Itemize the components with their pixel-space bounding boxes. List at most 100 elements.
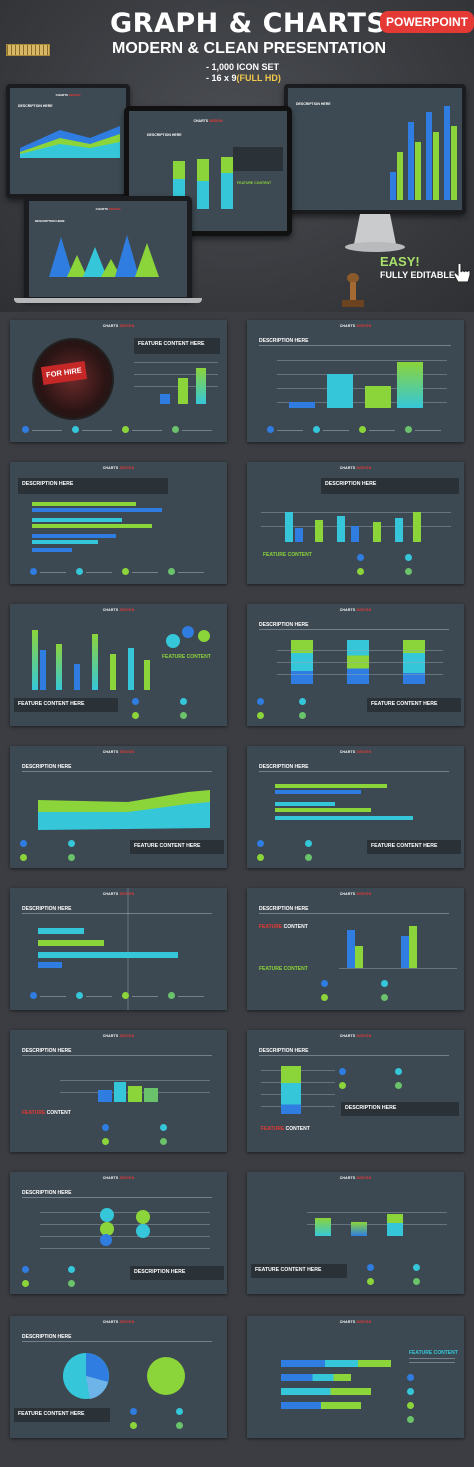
slide-label: FEATURE CONTENT	[259, 924, 308, 930]
text-span: DESIGN	[356, 1176, 372, 1180]
slide-label: DESCRIPTION HERE	[259, 622, 309, 628]
chart-bar	[38, 928, 84, 934]
laptop: CHARTS DESIGN DESCRIPTION HERE	[24, 196, 192, 300]
chart-bar	[409, 926, 417, 968]
text-span: DESIGN	[209, 119, 223, 123]
placeholder-text-line	[132, 572, 158, 573]
slide-pie-charts: CHARTS DESIGN DESCRIPTION HERE FEATURE C…	[10, 1316, 227, 1438]
bullet-icon	[136, 1210, 150, 1224]
grid-line	[277, 360, 447, 361]
placeholder-text-line	[259, 1055, 449, 1056]
chart-bar	[351, 526, 359, 542]
laptop-base	[14, 298, 202, 303]
text-span: CHARTS	[339, 1176, 356, 1180]
text-span: CHARTS	[95, 207, 109, 211]
grid-line	[277, 650, 443, 651]
column-chart-graphic	[390, 106, 457, 200]
slide-grouped-columns: CHARTS DESIGN DESCRIPTION HERE FEATURE C…	[247, 462, 464, 584]
bullet-icon	[405, 554, 412, 561]
left-monitor-screen: CHARTS DESIGN DESCRIPTION HERE	[10, 88, 126, 194]
bullet-icon	[168, 992, 175, 999]
feature-box: FEATURE CONTENT HERE	[14, 698, 118, 712]
bullet-icon	[367, 1264, 374, 1271]
text-span: DESIGN	[356, 892, 372, 896]
text-span: DESIGN	[68, 93, 81, 97]
bullet-icon	[180, 712, 187, 719]
text-span: CHARTS	[102, 1320, 119, 1324]
feature-box: FEATURE CONTENT HERE	[367, 840, 461, 854]
grid-line	[40, 1224, 210, 1225]
chart-bar	[196, 368, 206, 404]
grid-line	[40, 1212, 210, 1213]
placeholder-text-line	[22, 1341, 212, 1342]
mock-slide-title-laptop: CHARTS DESIGN	[29, 207, 187, 211]
placeholder-text-line	[82, 430, 112, 431]
chart-bar	[32, 630, 38, 690]
placeholder-text-line	[409, 1362, 455, 1363]
grid-line	[277, 662, 443, 663]
slide-stacked-horizontal: CHARTS DESIGN FEATURE CONTENT	[247, 1316, 464, 1438]
bullet-icon	[321, 994, 328, 1001]
placeholder-text-line	[132, 996, 158, 997]
text-span: FEATURE CONTENT HERE	[255, 1267, 322, 1273]
bullet-icon	[339, 1068, 346, 1075]
text-span: CHARTS	[102, 324, 119, 328]
slide-header: CHARTS DESIGN	[247, 466, 464, 470]
slide-header: CHARTS DESIGN	[247, 608, 464, 612]
grid-line	[127, 888, 129, 1010]
grid-line	[134, 386, 218, 387]
slide-column-three: CHARTS DESIGN DESCRIPTION HERE	[247, 320, 464, 442]
slide-tall-columns: CHARTS DESIGN FEATURE CONTENT FEATURE CO…	[10, 604, 227, 726]
mock-description-center: DESCRIPTION HERE	[147, 133, 182, 137]
pie-chart-right	[147, 1357, 185, 1395]
chart-bar	[144, 660, 150, 690]
bullet-icon	[68, 1266, 75, 1273]
mock-feature-box	[233, 147, 283, 171]
right-monitor-screen: DESCRIPTION HERE	[288, 88, 462, 210]
placeholder-text-line	[178, 572, 204, 573]
bullet-icon	[339, 1082, 346, 1089]
slide-for-hire: CHARTS DESIGN FOR HIRE FEATURE CONTENT H…	[10, 320, 227, 442]
slide-label: FEATURE CONTENT	[261, 1126, 310, 1132]
text-span: CHARTS	[339, 466, 356, 470]
bullet-icon	[413, 1278, 420, 1285]
text-span: CONTENT	[46, 1110, 71, 1116]
chart-bar	[295, 528, 303, 542]
placeholder-text-line	[182, 430, 212, 431]
page-title: GRAPH & CHARTS	[110, 8, 387, 39]
bullet-icon	[267, 426, 274, 433]
mock-description-laptop: DESCRIPTION HERE	[35, 219, 65, 223]
slide-header: CHARTS DESIGN	[10, 750, 227, 754]
slide-label: DESCRIPTION HERE	[22, 1048, 72, 1054]
text-span: DESIGN	[119, 608, 135, 612]
chart-bar	[40, 650, 46, 690]
bullet-icon	[357, 554, 364, 561]
chart-bar	[291, 640, 313, 684]
chart-bar	[275, 808, 371, 812]
bullet-icon	[136, 1224, 150, 1238]
grid-line	[339, 968, 457, 969]
fully-editable-label: FULLY EDITABLE	[380, 270, 455, 280]
mock-slide-title: CHARTS DESIGN	[10, 93, 126, 97]
chart-bar	[387, 1214, 403, 1236]
text-span: FEATURE CONTENT HERE	[134, 843, 201, 849]
chart-bar	[395, 518, 403, 542]
mock-feature-content: FEATURE CONTENT	[237, 181, 272, 185]
spike-chart-graphic	[49, 235, 159, 277]
grid-line	[277, 402, 447, 403]
chart-bar	[32, 548, 72, 552]
text-span: DESIGN	[356, 608, 372, 612]
text-span: CHARTS	[339, 1034, 356, 1038]
slide-header: CHARTS DESIGN	[10, 466, 227, 470]
chart-bar	[275, 784, 387, 788]
chart-bar	[281, 1388, 371, 1395]
grid-line	[307, 1224, 447, 1225]
chart-bar	[92, 634, 98, 690]
text-span: DESIGN	[119, 1176, 135, 1180]
slide-header: CHARTS DESIGN	[247, 324, 464, 328]
chart-bar	[355, 946, 363, 968]
bullet-icon	[357, 568, 364, 575]
text-span: CHARTS	[102, 466, 119, 470]
bullet-icon	[299, 698, 306, 705]
bullet-icon	[176, 1422, 183, 1429]
